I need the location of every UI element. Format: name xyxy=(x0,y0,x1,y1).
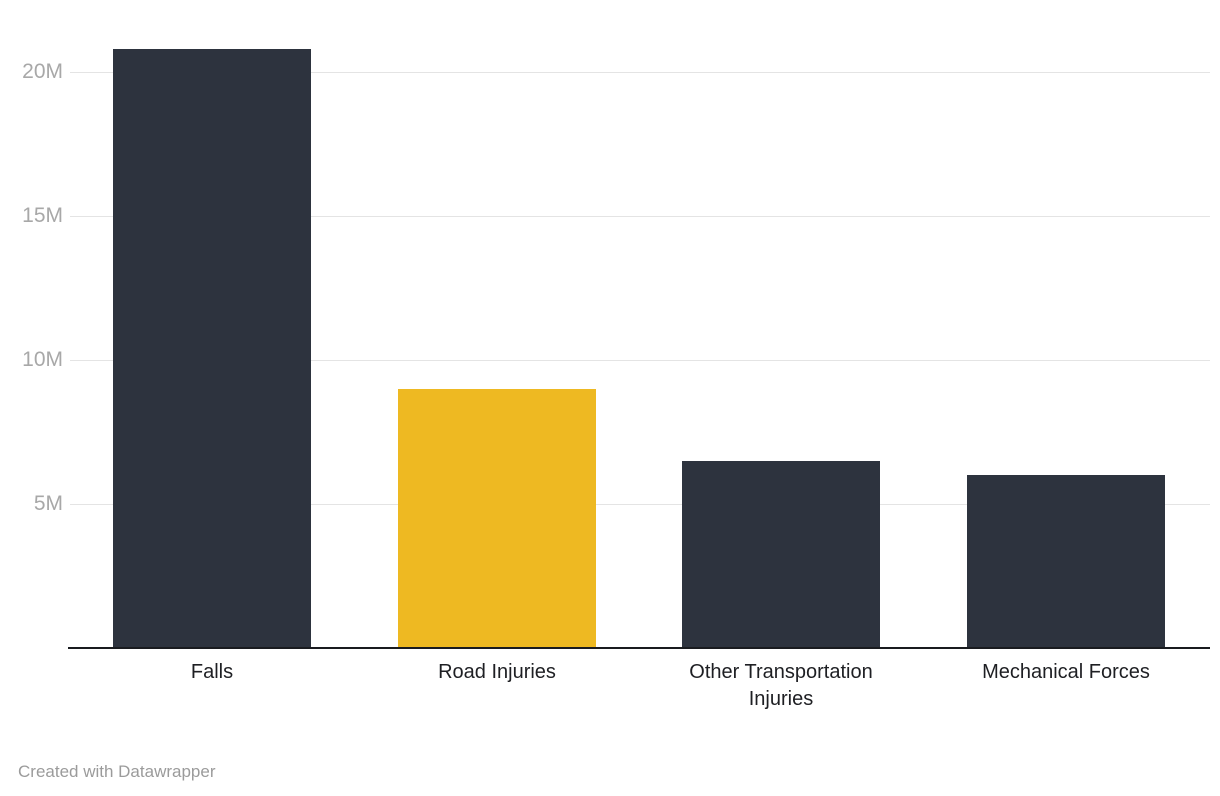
y-axis-tick-label: 10M xyxy=(22,348,63,371)
x-axis-label-road-injuries: Road Injuries xyxy=(438,661,556,683)
gridline-5m xyxy=(70,504,1210,505)
x-axis-label-mechanical-forces: Mechanical Forces xyxy=(982,661,1150,683)
gridline-20m xyxy=(70,72,1210,73)
x-axis-label-other-transportation-injuries: Other Transportation Injuries xyxy=(689,661,873,710)
x-axis-label-falls: Falls xyxy=(190,661,234,683)
gridline-10m xyxy=(70,360,1210,361)
bar-road-injuries xyxy=(398,389,596,648)
y-axis-tick-label: 15M xyxy=(22,204,63,227)
y-axis-tick-label: 20M xyxy=(22,60,63,83)
bar-falls xyxy=(113,49,311,648)
y-axis-tick-label: 5M xyxy=(33,492,63,515)
bar-mechanical-forces xyxy=(967,475,1165,648)
datawrapper-credit: Created with Datawrapper xyxy=(18,762,216,781)
gridline-15m xyxy=(70,216,1210,217)
plot-area: 5M 10M 15M 20M Falls Road Injuries Other Trans… xyxy=(22,49,1210,710)
x-axis-line xyxy=(68,647,1210,649)
bar-other-transportation-injuries xyxy=(682,461,880,648)
